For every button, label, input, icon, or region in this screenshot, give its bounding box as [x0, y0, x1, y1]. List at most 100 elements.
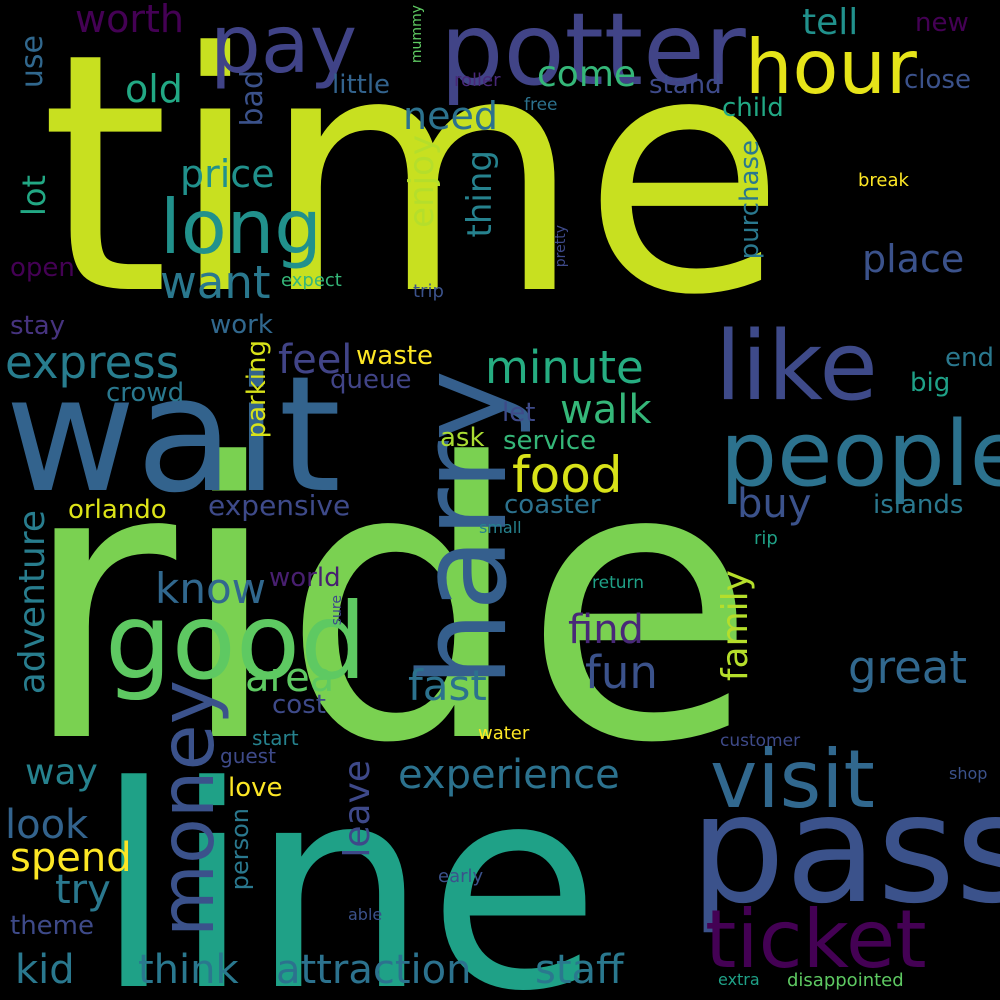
word-sure: sure	[329, 595, 345, 626]
word-extra: extra	[718, 970, 760, 989]
word-new: new	[915, 8, 969, 38]
word-theme: theme	[10, 911, 94, 941]
word-little: little	[332, 70, 391, 100]
word-small: small	[479, 518, 522, 537]
word-family: family	[715, 570, 756, 682]
word-know: know	[155, 564, 266, 613]
word-open: open	[10, 253, 75, 283]
word-fun: fun	[585, 646, 658, 699]
word-lot: lot	[15, 175, 53, 217]
word-world: world	[269, 563, 341, 593]
word-purchase: purchase	[735, 140, 765, 260]
word-roller: roller	[454, 70, 501, 91]
word-price: price	[180, 152, 275, 196]
word-stay: stay	[10, 311, 66, 341]
word-adventure: adventure	[12, 510, 53, 695]
word-early: early	[438, 866, 484, 887]
word-tell: tell	[802, 2, 859, 43]
word-food: food	[512, 446, 623, 504]
word-trip: trip	[413, 281, 444, 302]
word-cost: cost	[272, 690, 326, 720]
word-islands: islands	[873, 490, 964, 520]
word-good: good	[105, 581, 367, 703]
word-love: love	[228, 773, 283, 803]
word-buy: buy	[737, 481, 812, 527]
word-ask: ask	[440, 423, 485, 453]
word-thing: thing	[460, 150, 500, 238]
word-rip: rip	[754, 528, 778, 549]
word-expensive: expensive	[208, 489, 351, 522]
word-pay: pay	[210, 0, 358, 91]
word-look: look	[5, 802, 89, 848]
word-way: way	[25, 752, 98, 793]
word-work: work	[210, 310, 273, 340]
word-people: people	[720, 402, 1000, 507]
word-customer: customer	[720, 731, 801, 751]
word-worth: worth	[75, 0, 184, 41]
word-hour: hour	[745, 23, 917, 111]
word-like: like	[715, 312, 878, 422]
word-minute: minute	[485, 341, 644, 394]
word-come: come	[537, 54, 637, 95]
word-free: free	[524, 95, 558, 115]
word-orlando: orlando	[68, 495, 167, 525]
word-shop: shop	[949, 764, 988, 783]
word-parking: parking	[242, 340, 272, 439]
word-service: service	[503, 426, 597, 456]
word-use: use	[15, 35, 50, 89]
word-think: think	[138, 947, 239, 993]
word-attraction: attraction	[276, 947, 472, 993]
word-big: big	[910, 368, 951, 398]
word-money: money	[143, 680, 231, 938]
word-return: return	[592, 573, 644, 593]
word-place: place	[862, 237, 965, 281]
word-try: try	[55, 867, 111, 913]
word-person: person	[226, 808, 254, 891]
word-wait: wait	[5, 341, 342, 528]
word-ride: ride	[20, 383, 757, 826]
word-area: area	[245, 655, 335, 701]
word-queue: queue	[330, 365, 412, 395]
word-waste: waste	[356, 341, 433, 371]
word-time: time	[40, 0, 786, 367]
word-leave: leave	[337, 760, 378, 858]
word-fast: fast	[408, 661, 487, 710]
word-kid: kid	[15, 947, 75, 993]
word-stand: stand	[649, 70, 722, 100]
word-water: water	[478, 723, 530, 744]
word-pass: pass	[690, 763, 1000, 937]
word-line: line	[95, 727, 601, 1000]
word-bad: bad	[235, 70, 270, 127]
word-find: find	[568, 607, 644, 653]
word-need: need	[403, 94, 498, 138]
word-feel: feel	[278, 337, 353, 383]
word-end: end	[945, 343, 994, 373]
word-want: want	[160, 256, 271, 309]
word-pretty: pretty	[553, 225, 569, 268]
word-expect: expect	[281, 270, 342, 291]
word-disappointed: disappointed	[787, 970, 904, 991]
word-express: express	[5, 336, 180, 389]
word-close: close	[904, 65, 971, 95]
word-break: break	[858, 170, 909, 191]
word-potter: potter	[440, 0, 746, 108]
word-great: great	[848, 641, 967, 694]
word-child: child	[722, 93, 784, 123]
word-walk: walk	[560, 387, 652, 433]
word-experience: experience	[398, 752, 620, 798]
word-old: old	[125, 67, 183, 111]
word-guest: guest	[220, 744, 276, 768]
word-long: long	[160, 183, 322, 271]
word-visit: visit	[710, 733, 875, 826]
word-crowd: crowd	[106, 378, 185, 408]
word-let: let	[502, 398, 536, 428]
word-coaster: coaster	[504, 490, 601, 520]
word-mummy: mummy	[409, 5, 425, 64]
word-able: able	[348, 905, 383, 924]
word-spend: spend	[10, 835, 132, 881]
word-staff: staff	[535, 947, 624, 993]
word-ticket: ticket	[705, 893, 927, 986]
word-start: start	[252, 726, 299, 750]
word-enjoy: enjoy	[402, 135, 442, 228]
